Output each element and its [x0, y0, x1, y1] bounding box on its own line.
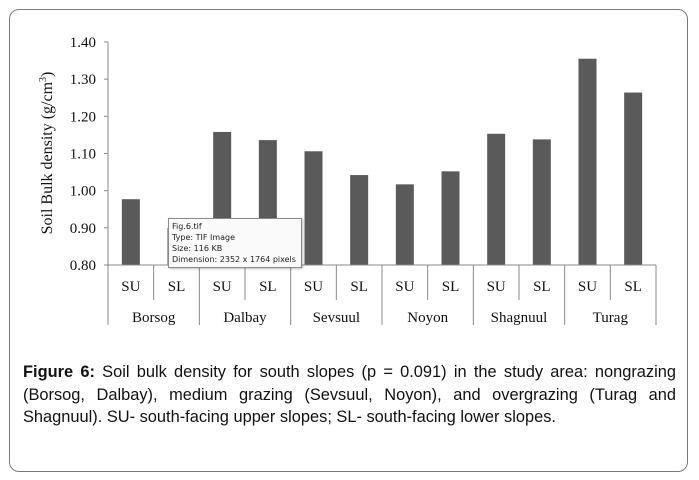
x-category-label: SU: [213, 279, 232, 295]
x-category-label: SL: [624, 279, 642, 295]
bar: [121, 199, 140, 265]
bar: [578, 58, 597, 265]
x-group-label: Borsog: [132, 310, 176, 326]
bar: [487, 133, 506, 265]
x-group-label: Noyon: [407, 310, 448, 326]
bar: [350, 175, 369, 265]
bar: [624, 92, 643, 266]
tooltip-line: Size: 116 KB: [172, 244, 223, 253]
x-category-label: SU: [395, 279, 414, 295]
tooltip-line: Dimension: 2352 x 1764 pixels: [172, 255, 296, 264]
x-category-label: SU: [121, 279, 140, 295]
x-category-label: SU: [487, 279, 506, 295]
x-category-label: SL: [350, 279, 368, 295]
x-category-labels: SU SL SU SL SU SL SU SL SU SL SU SL: [121, 279, 642, 295]
bar-chart: Soil Bulk density (g/cm3) 0.80 0.90 1.00 1.…: [38, 35, 657, 326]
bar: [441, 171, 460, 265]
file-info-tooltip: Fig.6.tif Type: TIF Image Size: 116 KB D…: [168, 218, 302, 268]
tooltip-line: Fig.6.tif: [172, 222, 202, 231]
y-tick-label: 0.90: [70, 221, 96, 237]
x-group-label: Shagnuul: [491, 310, 548, 326]
y-tick-label: 1.00: [70, 184, 96, 200]
y-tick-label: 0.80: [70, 258, 96, 274]
bar: [304, 151, 323, 265]
y-tick-label: 1.10: [70, 147, 96, 163]
x-group-label: Dalbay: [223, 310, 267, 326]
bar: [532, 139, 551, 265]
y-tick-label: 1.40: [70, 35, 96, 51]
caption-label: Figure 6:: [23, 363, 95, 381]
x-category-label: SL: [442, 279, 460, 295]
x-category-label: SU: [578, 279, 597, 295]
y-tick-label: 1.20: [70, 109, 96, 125]
x-group-label: Sevsuul: [313, 310, 361, 326]
bar: [395, 184, 414, 265]
figure-caption: Figure 6: Soil bulk density for south sl…: [23, 361, 676, 429]
x-category-label: SL: [259, 279, 277, 295]
x-category-label: SL: [533, 279, 551, 295]
x-group-labels: Borsog Dalbay Sevsuul Noyon Shagnuul Turag: [132, 310, 628, 326]
axes: [107, 42, 657, 325]
tooltip-line: Type: TIF Image: [172, 233, 236, 242]
x-group-label: Turag: [593, 310, 629, 326]
y-tick-label: 1.30: [70, 72, 96, 88]
caption-text: Soil bulk density for south slopes (p = …: [23, 363, 676, 426]
y-axis-label: Soil Bulk density (g/cm3): [38, 72, 56, 235]
y-axis-ticks: 0.80 0.90 1.00 1.10 1.20 1.30 1.40: [70, 35, 108, 274]
x-category-label: SL: [168, 279, 186, 295]
x-category-label: SU: [304, 279, 323, 295]
